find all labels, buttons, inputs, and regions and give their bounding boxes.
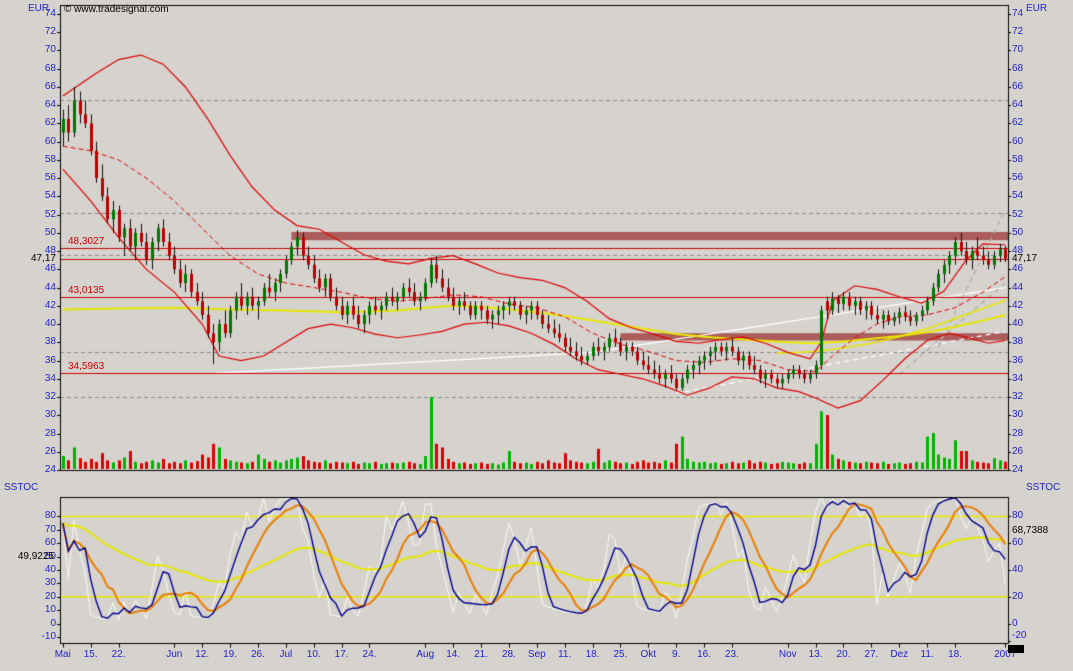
currency-label-left: EUR (28, 3, 50, 14)
resize-handle[interactable] (1008, 645, 1024, 653)
stochastic-title-right: SSTOC (1026, 482, 1061, 493)
stochastic-title-left: SSTOC (4, 482, 39, 493)
currency-label-right: EUR (1026, 3, 1048, 14)
copyright-watermark: © www.tradesignal.com (64, 4, 169, 15)
